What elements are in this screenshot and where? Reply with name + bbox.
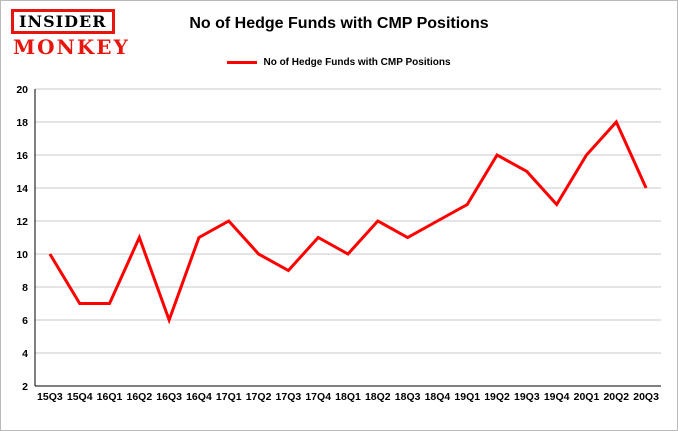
logo-monkey-text: MONKEY <box>13 35 130 60</box>
x-tick-label: 15Q4 <box>67 391 93 403</box>
y-tick-label: 4 <box>22 348 28 360</box>
logo-insider-text: INSIDER <box>11 9 115 35</box>
x-tick-label: 15Q3 <box>37 391 63 403</box>
x-tick-label: 17Q3 <box>276 391 302 403</box>
x-tick-label: 16Q2 <box>126 391 152 403</box>
y-tick-label: 2 <box>22 381 28 393</box>
x-tick-label: 17Q1 <box>216 391 242 403</box>
legend-label: No of Hedge Funds with CMP Positions <box>263 57 451 68</box>
legend-line-swatch <box>227 61 258 64</box>
y-tick-label: 6 <box>22 315 28 327</box>
x-tick-label: 18Q1 <box>335 391 361 403</box>
series-line <box>48 119 648 325</box>
y-tick-label: 18 <box>16 117 28 129</box>
y-tick-label: 12 <box>16 216 28 228</box>
y-tick-label: 20 <box>16 84 28 96</box>
x-tick-label: 17Q2 <box>246 391 272 403</box>
x-tick-label: 20Q3 <box>633 391 659 403</box>
y-tick-label: 10 <box>16 249 28 261</box>
x-tick-label: 16Q3 <box>156 391 182 403</box>
x-tick-label: 17Q4 <box>305 391 331 403</box>
x-tick-label: 18Q3 <box>395 391 421 403</box>
insider-monkey-logo: INSIDER MONKEY <box>11 9 141 59</box>
x-tick-label: 19Q2 <box>484 391 510 403</box>
y-tick-label: 14 <box>16 183 28 195</box>
legend: No of Hedge Funds with CMP Positions <box>1 57 677 68</box>
x-tick-label: 16Q4 <box>186 391 212 403</box>
x-tick-label: 19Q4 <box>544 391 570 403</box>
x-tick-label: 19Q1 <box>454 391 480 403</box>
chart-title: No of Hedge Funds with CMP Positions <box>189 15 489 32</box>
x-tick-label: 19Q3 <box>514 391 540 403</box>
x-tick-label: 18Q4 <box>425 391 451 403</box>
y-tick-label: 8 <box>22 282 28 294</box>
x-tick-label: 20Q2 <box>603 391 629 403</box>
x-tick-label: 18Q2 <box>365 391 391 403</box>
x-tick-label: 16Q1 <box>97 391 123 403</box>
y-tick-label: 16 <box>16 150 28 162</box>
x-tick-label: 20Q1 <box>574 391 600 403</box>
